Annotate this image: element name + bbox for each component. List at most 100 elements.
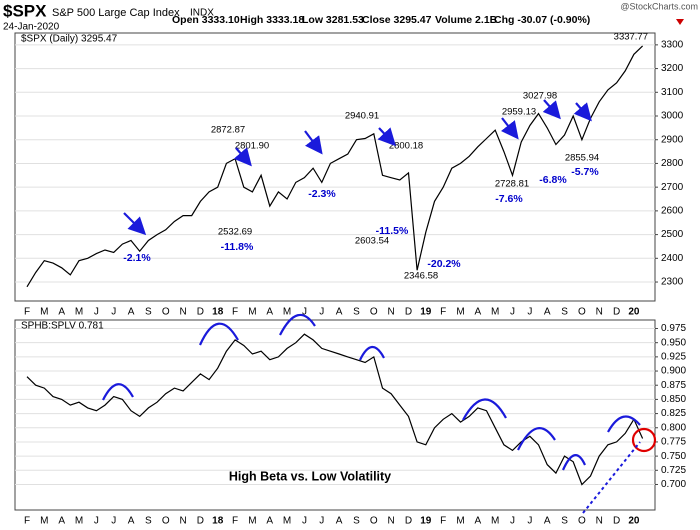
price-label: 3337.77 bbox=[614, 32, 648, 43]
x-tick-label: A bbox=[544, 516, 551, 527]
y-tick-label: 3000 bbox=[661, 111, 684, 122]
price-label: 2346.58 bbox=[404, 271, 438, 282]
y-tick-label: 0.850 bbox=[661, 394, 686, 405]
symbol-name: S&P 500 Large Cap Index bbox=[52, 7, 180, 19]
x-tick-label: A bbox=[475, 307, 482, 318]
down-triangle bbox=[676, 19, 684, 25]
x-tick-label: J bbox=[111, 307, 116, 318]
y-tick-label: 2900 bbox=[661, 134, 684, 145]
arcs bbox=[102, 313, 657, 514]
price-line bbox=[26, 45, 644, 288]
x-tick-label: A bbox=[266, 307, 273, 318]
quote-field: High 3333.18 bbox=[240, 14, 304, 26]
price-label: 2728.81 bbox=[495, 179, 529, 190]
y-tick-label: 0.950 bbox=[661, 337, 686, 348]
price-line bbox=[26, 333, 644, 486]
x-tick-label: N bbox=[179, 516, 186, 527]
x-tick-label: M bbox=[456, 516, 464, 527]
y-tick-label: 3100 bbox=[661, 87, 684, 98]
x-tick-label: A bbox=[544, 307, 551, 318]
price-label: 2800.18 bbox=[389, 141, 423, 152]
y-tick-label: 0.975 bbox=[661, 323, 686, 334]
symbol: $SPX bbox=[3, 1, 47, 20]
x-tick-label: O bbox=[370, 307, 378, 318]
x-tick-label: M bbox=[40, 307, 48, 318]
y-tick-label: 3200 bbox=[661, 63, 684, 74]
x-tick-label: J bbox=[527, 307, 532, 318]
drawdown-label: -11.8% bbox=[221, 241, 254, 253]
x-tick-label: F bbox=[24, 516, 30, 527]
x-tick-label: M bbox=[40, 516, 48, 527]
x-tick-label: M bbox=[283, 516, 291, 527]
y-tick-label: 0.800 bbox=[661, 422, 686, 433]
arrows bbox=[123, 99, 592, 236]
x-tick-label: J bbox=[111, 516, 116, 527]
drawdown-label: -7.6% bbox=[495, 193, 523, 205]
x-tick-label: S bbox=[145, 307, 152, 318]
x-tick-label: J bbox=[510, 516, 515, 527]
x-tick-label: F bbox=[232, 307, 238, 318]
price-panel bbox=[14, 32, 656, 302]
x-tick-label: M bbox=[283, 307, 291, 318]
price-label: 2801.90 bbox=[235, 141, 269, 152]
y-tick-label: 2500 bbox=[661, 229, 684, 240]
drawdown-label: -2.1% bbox=[123, 252, 151, 264]
x-tick-label: O bbox=[162, 516, 170, 527]
x-tick-label: S bbox=[561, 307, 568, 318]
x-tick-label: A bbox=[128, 516, 135, 527]
y-tick-label: 3300 bbox=[661, 39, 684, 50]
x-tick-label: D bbox=[613, 516, 620, 527]
price-label: 2855.94 bbox=[565, 153, 599, 164]
x-tick-label: A bbox=[475, 516, 482, 527]
x-tick-label: M bbox=[248, 307, 256, 318]
x-tick-label: D bbox=[405, 516, 412, 527]
x-tick-label: O bbox=[370, 516, 378, 527]
y-tick-label: 0.775 bbox=[661, 437, 686, 448]
x-tick-label: A bbox=[128, 307, 135, 318]
quote-field: Open 3333.10 bbox=[172, 14, 240, 26]
y-tick-label: 2400 bbox=[661, 253, 684, 264]
x-tick-label: N bbox=[388, 516, 395, 527]
x-tick-label: J bbox=[527, 516, 532, 527]
x-tick-label: 19 bbox=[420, 307, 432, 318]
y-tick-label: 0.700 bbox=[661, 479, 686, 490]
ratio-panel bbox=[14, 319, 656, 511]
price-label: 2940.91 bbox=[345, 111, 379, 122]
quote-field: Low 3281.53 bbox=[302, 14, 364, 26]
price-label: 2959.13 bbox=[502, 107, 536, 118]
x-tick-label: O bbox=[162, 307, 170, 318]
x-tick-label: J bbox=[302, 516, 307, 527]
price-label: 3027.98 bbox=[523, 91, 557, 102]
y-tick-label: 2700 bbox=[661, 182, 684, 193]
x-tick-label: J bbox=[510, 307, 515, 318]
x-tick-label: N bbox=[388, 307, 395, 318]
quote-field: Close 3295.47 bbox=[362, 14, 432, 26]
x-tick-label: O bbox=[578, 307, 586, 318]
quote-field: Chg -30.07 (-0.90%) bbox=[494, 14, 590, 26]
x-tick-label: A bbox=[336, 307, 343, 318]
price-label: 2603.54 bbox=[355, 236, 389, 247]
price-label: 2872.87 bbox=[211, 125, 245, 136]
x-tick-label: J bbox=[94, 307, 99, 318]
x-tick-label: M bbox=[491, 307, 499, 318]
x-tick-label: S bbox=[353, 516, 360, 527]
x-tick-label: A bbox=[266, 516, 273, 527]
x-tick-label: M bbox=[491, 516, 499, 527]
drawdown-label: -20.2% bbox=[427, 258, 461, 270]
x-tick-label: 19 bbox=[420, 516, 432, 527]
price-label: 2532.69 bbox=[218, 227, 252, 238]
quote-field: Volume 2.1B bbox=[435, 14, 498, 26]
x-tick-label: N bbox=[179, 307, 186, 318]
drawdown-label: -6.8% bbox=[539, 174, 567, 186]
legend-entry: SPHB:SPLV 0.781 bbox=[21, 321, 104, 332]
x-tick-label: J bbox=[94, 516, 99, 527]
x-tick-label: 20 bbox=[628, 307, 640, 318]
exchange: INDX bbox=[190, 8, 214, 19]
x-tick-label: S bbox=[561, 516, 568, 527]
y-tick-label: 0.875 bbox=[661, 380, 686, 391]
drawdown-label: -11.5% bbox=[376, 225, 409, 237]
x-tick-label: D bbox=[197, 516, 204, 527]
x-tick-label: M bbox=[248, 516, 256, 527]
